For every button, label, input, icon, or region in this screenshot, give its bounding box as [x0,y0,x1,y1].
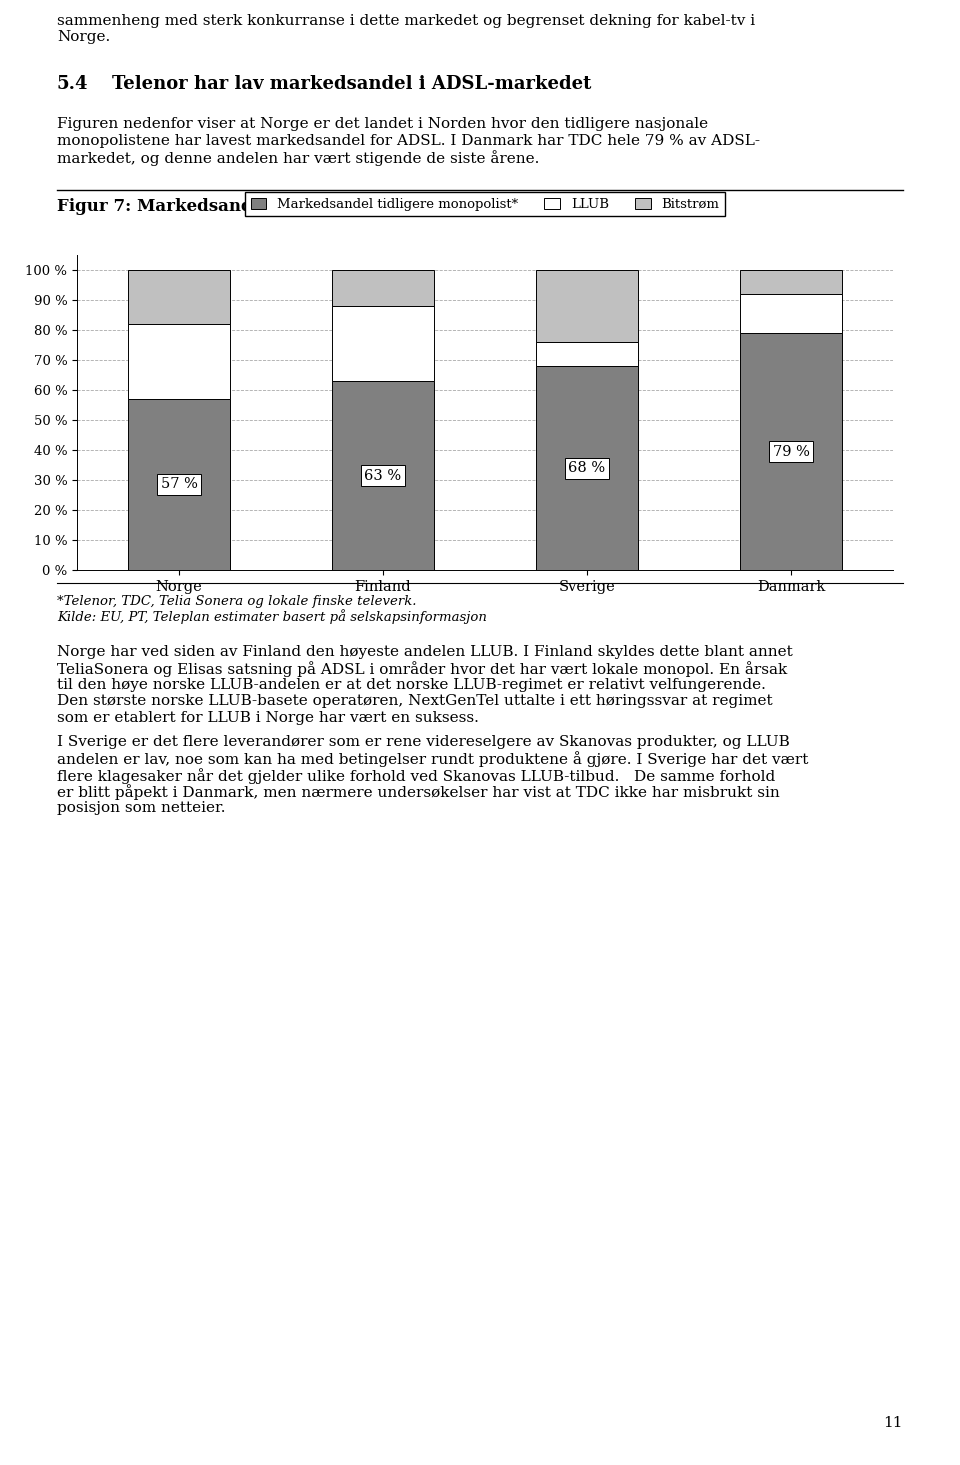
Text: sammenheng med sterk konkurranse i dette markedet og begrenset dekning for kabel: sammenheng med sterk konkurranse i dette… [57,15,756,28]
Legend: Markedsandel tidligere monopolist*, LLUB, Bitstrøm: Markedsandel tidligere monopolist*, LLUB… [245,192,725,217]
Text: 79 %: 79 % [773,444,809,459]
Text: monopolistene har lavest markedsandel for ADSL. I Danmark har TDC hele 79 % av A: monopolistene har lavest markedsandel fo… [57,133,760,148]
Bar [536,366,638,570]
Bar [128,270,230,324]
Text: 11: 11 [883,1417,903,1430]
Bar [536,341,638,366]
Bar [536,270,638,341]
Text: andelen er lav, noe som kan ha med betingelser rundt produktene å gjøre. I Sveri: andelen er lav, noe som kan ha med betin… [57,752,808,768]
Text: Figuren nedenfor viser at Norge er det landet i Norden hvor den tidligere nasjon: Figuren nedenfor viser at Norge er det l… [57,117,708,130]
Text: posisjon som netteier.: posisjon som netteier. [57,801,226,815]
Text: I Sverige er det flere leverandører som er rene videreselgere av Skanovas produk: I Sverige er det flere leverandører som … [57,735,790,749]
Text: 68 %: 68 % [568,461,606,475]
Bar [740,294,842,333]
Bar [740,333,842,570]
Bar [332,270,434,306]
Bar [332,306,434,381]
Text: Figur 7: Markedsandeler 2003 for ulike løsninger for DSL: Figur 7: Markedsandeler 2003 for ulike l… [57,198,597,215]
Text: Telenor har lav markedsandel i ADSL-markedet: Telenor har lav markedsandel i ADSL-mark… [112,75,591,92]
Text: TeliaSonera og Elisas satsning på ADSL i områder hvor det har vært lokale monopo: TeliaSonera og Elisas satsning på ADSL i… [57,662,787,677]
Text: *Telenor, TDC, Telia Sonera og lokale finske televerk.: *Telenor, TDC, Telia Sonera og lokale fi… [57,595,417,608]
Text: 63 %: 63 % [365,469,401,482]
Text: markedet, og denne andelen har vært stigende de siste årene.: markedet, og denne andelen har vært stig… [57,149,540,166]
Text: Den største norske LLUB-basete operatøren, NextGenTel uttalte i ett høringssvar : Den største norske LLUB-basete operatøre… [57,694,773,709]
Text: 57 %: 57 % [160,478,198,491]
Text: 5.4: 5.4 [57,75,88,92]
Bar [128,398,230,570]
Text: til den høye norske LLUB-andelen er at det norske LLUB-regimet er relativt velfu: til den høye norske LLUB-andelen er at d… [57,678,766,691]
Bar [128,324,230,398]
Text: Kilde: EU, PT, Teleplan estimater basert på selskapsinformasjon: Kilde: EU, PT, Teleplan estimater basert… [57,609,487,624]
Text: som er etablert for LLUB i Norge har vært en suksess.: som er etablert for LLUB i Norge har vær… [57,711,479,725]
Text: Norge har ved siden av Finland den høyeste andelen LLUB. I Finland skyldes dette: Norge har ved siden av Finland den høyes… [57,645,793,659]
Bar [740,270,842,294]
Bar [332,381,434,570]
Text: flere klagesaker når det gjelder ulike forhold ved Skanovas LLUB-tilbud.   De sa: flere klagesaker når det gjelder ulike f… [57,768,776,784]
Text: er blitt påpekt i Danmark, men nærmere undersøkelser har vist at TDC ikke har mi: er blitt påpekt i Danmark, men nærmere u… [57,784,780,800]
Text: Norge.: Norge. [57,31,110,44]
